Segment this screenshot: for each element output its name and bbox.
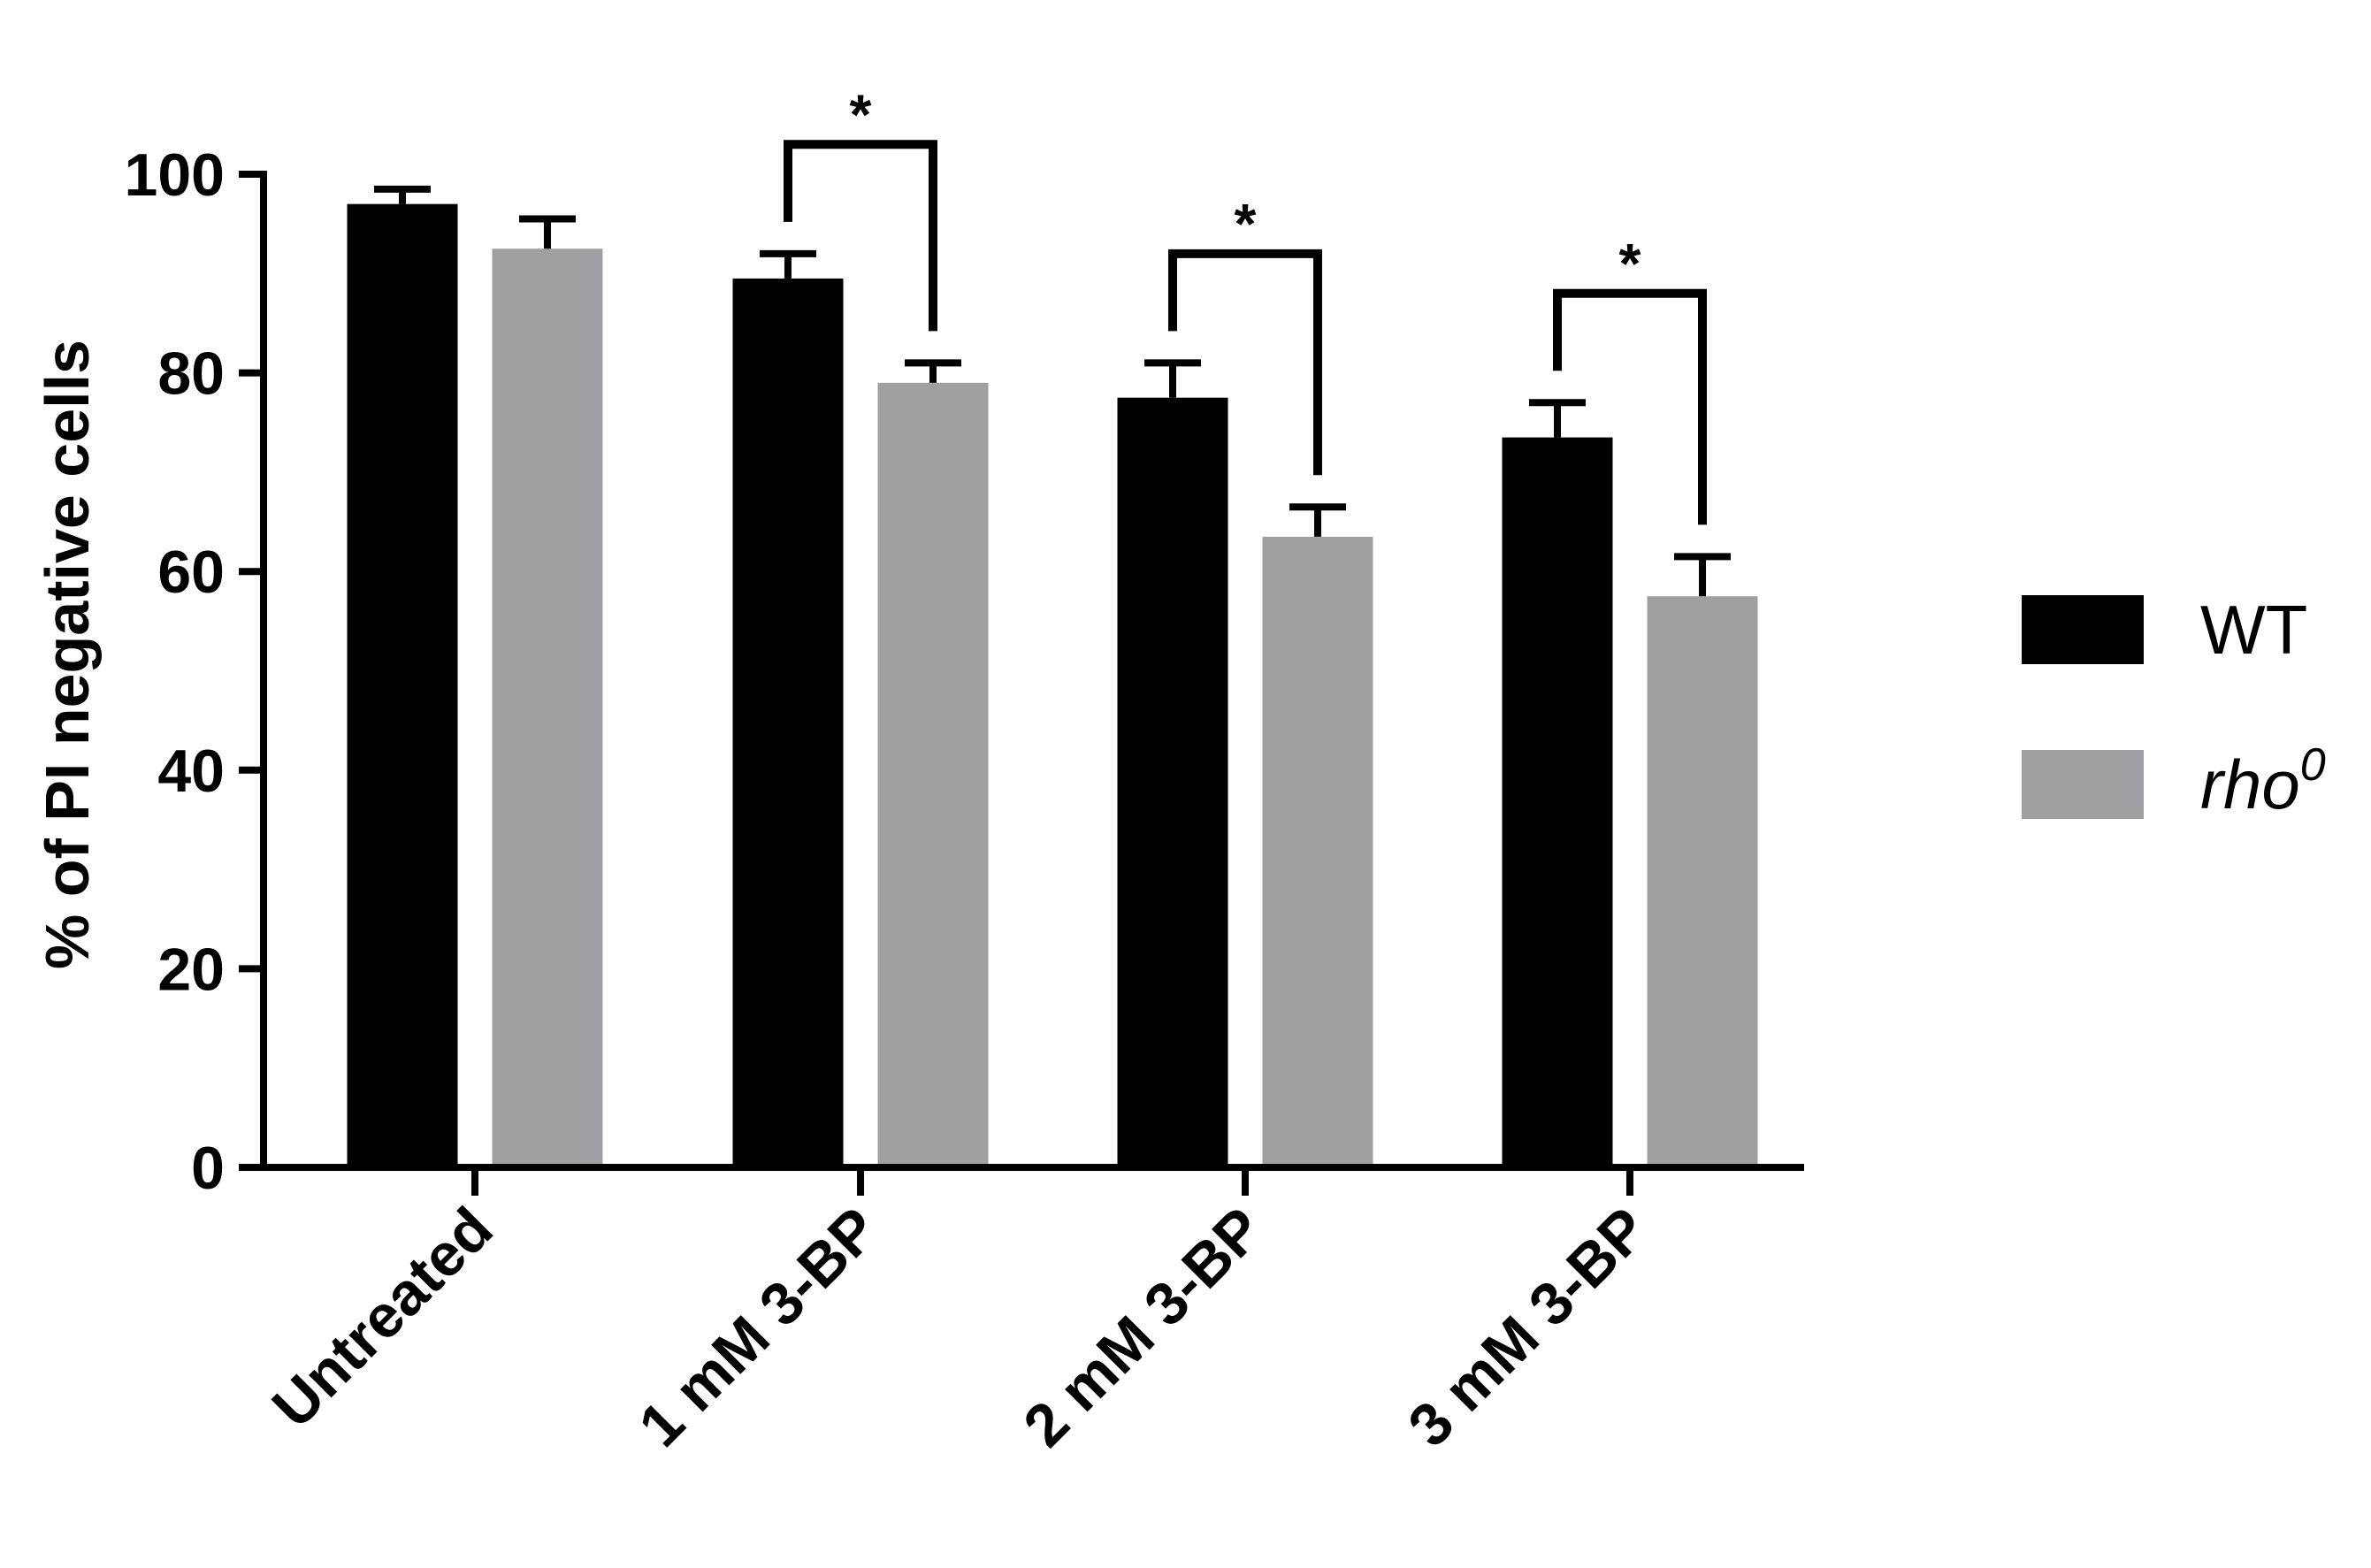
bracket-line xyxy=(1553,288,1707,525)
error-bar-rho0-1 xyxy=(905,359,961,383)
y-tick-label-60: 60 xyxy=(157,539,225,606)
x-tick-label-2: 2 mM 3-BP xyxy=(1011,1195,1276,1460)
bar-rho0-1 xyxy=(877,382,989,1168)
error-bar-rho0-3 xyxy=(1674,553,1731,597)
bar-rho0-0 xyxy=(492,249,603,1168)
bar-rho0-2 xyxy=(1262,536,1373,1167)
legend-label: WT xyxy=(2200,591,2307,669)
bracket-line xyxy=(1168,249,1322,476)
error-bar-wt-0 xyxy=(374,185,431,204)
legend-swatch xyxy=(2022,595,2144,664)
significance-brackets: * * * xyxy=(784,82,1707,525)
legend-item-rho0: rho0 xyxy=(2022,739,2326,823)
error-bar-wt-1 xyxy=(760,249,816,279)
bar-wt-0 xyxy=(347,203,458,1168)
y-tick-label-40: 40 xyxy=(157,738,225,805)
bracket-line xyxy=(784,140,937,332)
significance-star: * xyxy=(1235,192,1257,256)
y-tick-label-80: 80 xyxy=(157,340,225,408)
y-axis-title: % of PI negative cells xyxy=(33,340,102,969)
bar-rho0-3 xyxy=(1647,596,1758,1167)
x-tick-label-3: 3 mM 3-BP xyxy=(1396,1195,1661,1460)
y-tick-label-20: 20 xyxy=(157,936,225,1003)
bar-wt-1 xyxy=(732,278,844,1167)
error-bar-wt-2 xyxy=(1144,359,1201,398)
error-bar-rho0-0 xyxy=(519,215,576,249)
x-tick-label-0: Untreated xyxy=(259,1195,505,1441)
bar-wt-3 xyxy=(1502,437,1613,1168)
significance-bracket-2: * xyxy=(1168,192,1322,476)
y-tick-label-0: 0 xyxy=(191,1135,225,1202)
bar-wt-2 xyxy=(1117,397,1228,1167)
y-tick-label-100: 100 xyxy=(125,142,225,209)
bars-layer xyxy=(347,185,1758,1168)
legend-swatch xyxy=(2022,750,2144,819)
error-bar-wt-3 xyxy=(1529,399,1586,438)
significance-bracket-1: * xyxy=(784,82,937,332)
legend-item-wt: WT xyxy=(2022,591,2307,669)
significance-star: * xyxy=(850,82,872,146)
significance-star: * xyxy=(1619,232,1641,295)
error-bar-rho0-2 xyxy=(1289,503,1346,537)
x-tick-label-1: 1 mM 3-BP xyxy=(626,1195,891,1460)
legend: WT rho0 xyxy=(2022,591,2326,823)
legend-label: rho0 xyxy=(2200,739,2326,823)
significance-bracket-3: * xyxy=(1553,232,1707,525)
